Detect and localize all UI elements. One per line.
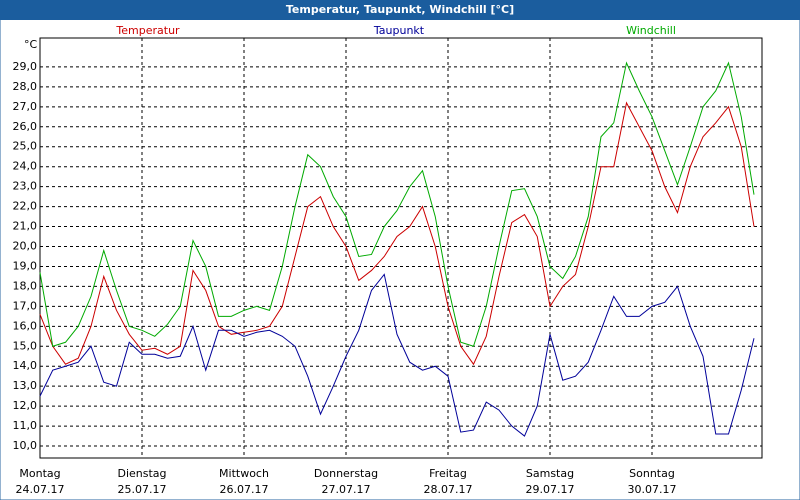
y-tick-label: 14,0 [13,359,38,372]
series-line [39,101,755,366]
x-tick-date: 28.07.17 [424,483,473,496]
y-tick-label: 12,0 [13,399,38,412]
y-tick-label: 10,0 [13,439,38,452]
y-tick-label: 16,0 [13,319,38,332]
plot-frame [39,37,763,459]
x-tick-date: 30.07.17 [628,483,677,496]
x-tick-date: 24.07.17 [16,483,65,496]
chart-title: Temperatur, Taupunkt, Windchill [°C] [286,3,514,16]
x-tick-label: Freitag [429,467,467,480]
series-line [39,61,755,347]
y-tick-label: 23,0 [13,180,38,193]
y-tick-label: 20,0 [13,240,38,253]
legend-label: Windchill [626,24,676,37]
y-tick-label: 21,0 [13,220,38,233]
x-tick-label: Donnerstag [314,467,378,480]
series-line [39,273,755,437]
y-tick-label: 19,0 [13,259,38,272]
x-tick-date: 29.07.17 [526,483,575,496]
x-tick-label: Sonntag [629,467,675,480]
y-tick-label: 17,0 [13,299,38,312]
y-tick-label: 11,0 [13,419,38,432]
y-tick-label: 28,0 [13,80,38,93]
x-tick-label: Montag [19,467,60,480]
y-tick-label: 24,0 [13,160,38,173]
x-tick-label: Samstag [526,467,574,480]
y-tick-label: 13,0 [13,379,38,392]
y-tick-label: 22,0 [13,200,38,213]
legend-label: Taupunkt [373,24,425,37]
y-tick-label: 27,0 [13,100,38,113]
y-tick-label: 25,0 [13,140,38,153]
y-tick-label: 26,0 [13,120,38,133]
x-tick-date: 26.07.17 [220,483,269,496]
x-tick-label: Mittwoch [219,467,269,480]
x-tick-label: Dienstag [117,467,166,480]
y-unit: °C [24,38,38,51]
title-bar [0,0,800,20]
x-tick-date: 27.07.17 [322,483,371,496]
y-tick-label: 29,0 [13,60,38,73]
y-tick-label: 15,0 [13,339,38,352]
y-tick-label: 18,0 [13,279,38,292]
x-tick-date: 25.07.17 [118,483,167,496]
legend-label: Temperatur [115,24,180,37]
